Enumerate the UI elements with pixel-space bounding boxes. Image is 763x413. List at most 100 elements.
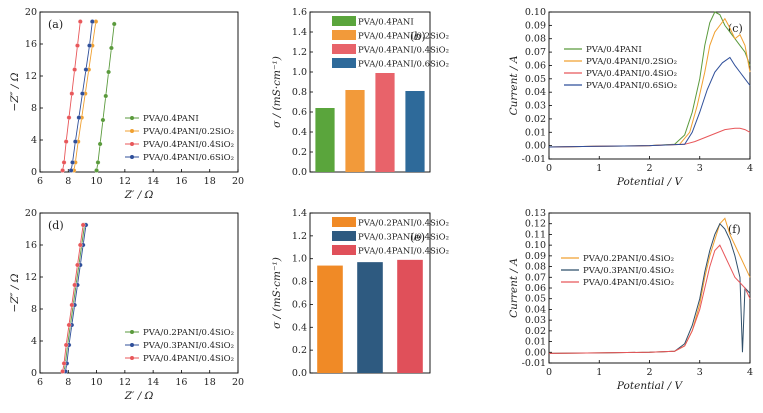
x-tick-label: 6 bbox=[37, 176, 43, 187]
data-point bbox=[77, 19, 83, 24]
x-tick-label: 0 bbox=[546, 163, 552, 174]
data-point bbox=[63, 342, 69, 348]
x-axis-label: Z′ / Ω bbox=[124, 390, 154, 402]
x-tick-label: 12 bbox=[119, 176, 131, 187]
y-tick-label: 12 bbox=[25, 71, 37, 82]
y-tick-label: 0.10 bbox=[525, 7, 546, 18]
legend-label: PVA/0.4PANI/0.6SiO₂ bbox=[143, 153, 234, 163]
y-tick-label: 0.09 bbox=[525, 20, 546, 31]
data-point bbox=[75, 262, 80, 268]
y-tick-label: 0 bbox=[31, 368, 37, 379]
legend-marker bbox=[130, 343, 134, 347]
legend-label: PVA/0.3PANI/0.4SiO₂ bbox=[143, 341, 234, 351]
y-axis-label: Current / A bbox=[508, 55, 520, 115]
y-tick-label: 0.12 bbox=[525, 219, 546, 230]
data-point bbox=[103, 93, 109, 99]
panel-label: (f) bbox=[728, 223, 741, 236]
y-tick-label: -0.01 bbox=[522, 154, 546, 165]
y-tick-label: 0 bbox=[31, 167, 37, 178]
y-tick-label: 0.02 bbox=[525, 114, 546, 125]
data-point bbox=[95, 160, 101, 165]
bar bbox=[345, 90, 365, 172]
bar bbox=[405, 91, 425, 172]
x-tick-label: 20 bbox=[232, 377, 244, 388]
legend-label: PVA/0.4PANI/0.2SiO₂ bbox=[143, 127, 234, 137]
data-point bbox=[106, 69, 111, 75]
x-tick-label: 18 bbox=[204, 176, 216, 187]
y-tick-label: 0.00 bbox=[525, 141, 546, 152]
data-point bbox=[63, 139, 69, 144]
x-axis-label: Z′ / Ω bbox=[124, 189, 154, 201]
y-axis-label: σ / (mS·cm⁻¹) bbox=[271, 56, 283, 128]
series-line bbox=[548, 127, 751, 148]
data-point bbox=[94, 168, 99, 173]
x-tick-label: 2 bbox=[646, 163, 652, 174]
data-point bbox=[61, 160, 67, 165]
panel-4: 0.0 0.2 0.4 0.6 0.8 1.0 1.2 1.4 σ / (mS·cm⁻¹) (e)… bbox=[271, 208, 449, 379]
legend-label: PVA/0.4PANI/0.4SiO₂ bbox=[358, 46, 449, 56]
y-tick-label: 0.4 bbox=[292, 127, 307, 138]
legend-label: PVA/0.4PANI/0.6SiO₂ bbox=[358, 60, 449, 70]
y-axis-label: σ / (mS·cm⁻¹) bbox=[271, 257, 283, 329]
legend-marker bbox=[130, 356, 134, 360]
y-tick-label: 0.04 bbox=[525, 304, 546, 315]
y-tick-label: 4 bbox=[31, 336, 37, 347]
plot-frame bbox=[548, 212, 751, 364]
y-tick-label: 0.08 bbox=[525, 262, 546, 273]
y-tick-label: 20 bbox=[25, 7, 37, 18]
panel-0: 0 4 8 12 16 20 6 8 10 12 14 16 18 20 Z′ / Ω −Z″ / Ω (a) P… bbox=[9, 7, 244, 201]
y-tick-label: -0.01 bbox=[522, 358, 546, 369]
legend-label: PVA/0.4PANI/0.4SiO₂ bbox=[358, 247, 449, 257]
x-tick-label: 3 bbox=[697, 163, 703, 174]
data-point bbox=[75, 43, 80, 48]
y-tick-label: 0.05 bbox=[525, 74, 546, 85]
legend-label: PVA/0.3PANI/0.4SiO₂ bbox=[583, 266, 674, 276]
legend-label: PVA/0.4PANI/0.4SiO₂ bbox=[586, 69, 677, 79]
series-line bbox=[548, 222, 751, 354]
data-point bbox=[73, 139, 78, 144]
data-point bbox=[60, 168, 65, 173]
legend-label: PVA/0.4PANI/0.6SiO₂ bbox=[586, 81, 677, 91]
y-tick-label: 1.2 bbox=[292, 231, 307, 242]
legend-swatch bbox=[332, 217, 356, 227]
x-tick-label: 8 bbox=[65, 377, 71, 388]
legend-label: PVA/0.2PANI/0.4SiO₂ bbox=[358, 219, 449, 229]
legend-marker bbox=[130, 142, 134, 146]
x-tick-label: 8 bbox=[65, 176, 71, 187]
y-tick-label: 1.6 bbox=[292, 7, 307, 18]
series-line bbox=[548, 244, 751, 354]
data-point bbox=[87, 43, 92, 48]
x-tick-label: 6 bbox=[37, 377, 43, 388]
bar bbox=[397, 259, 423, 373]
y-tick-label: 0.10 bbox=[525, 240, 546, 251]
x-tick-label: 10 bbox=[91, 176, 103, 187]
legend-label: PVA/0.4PANI bbox=[143, 114, 199, 124]
data-point bbox=[77, 242, 83, 248]
y-tick-label: 20 bbox=[25, 208, 37, 219]
data-point bbox=[69, 302, 75, 308]
y-tick-label: 0.8 bbox=[292, 277, 307, 288]
y-tick-label: 0.2 bbox=[292, 345, 307, 356]
legend-label: PVA/0.2PANI/0.4SiO₂ bbox=[583, 254, 674, 264]
panel-label: (e) bbox=[410, 231, 425, 244]
y-tick-label: 0.07 bbox=[525, 47, 546, 58]
series-line bbox=[62, 21, 81, 171]
y-tick-label: 8 bbox=[31, 103, 37, 114]
y-tick-label: 1.0 bbox=[292, 254, 307, 265]
panel-label: (a) bbox=[48, 18, 63, 31]
y-tick-label: 16 bbox=[25, 240, 37, 251]
x-tick-label: 18 bbox=[204, 377, 216, 388]
y-tick-label: 0.13 bbox=[525, 208, 546, 219]
series-line bbox=[96, 23, 115, 171]
series-line bbox=[70, 21, 93, 171]
series-line bbox=[548, 11, 751, 148]
legend-swatch bbox=[332, 44, 356, 54]
data-point bbox=[83, 67, 89, 72]
bar bbox=[357, 262, 383, 373]
data-point bbox=[60, 369, 65, 374]
y-tick-label: 0.08 bbox=[525, 34, 546, 45]
y-tick-label: 1.4 bbox=[292, 27, 307, 38]
y-tick-label: 12 bbox=[25, 272, 37, 283]
bar bbox=[315, 108, 335, 172]
